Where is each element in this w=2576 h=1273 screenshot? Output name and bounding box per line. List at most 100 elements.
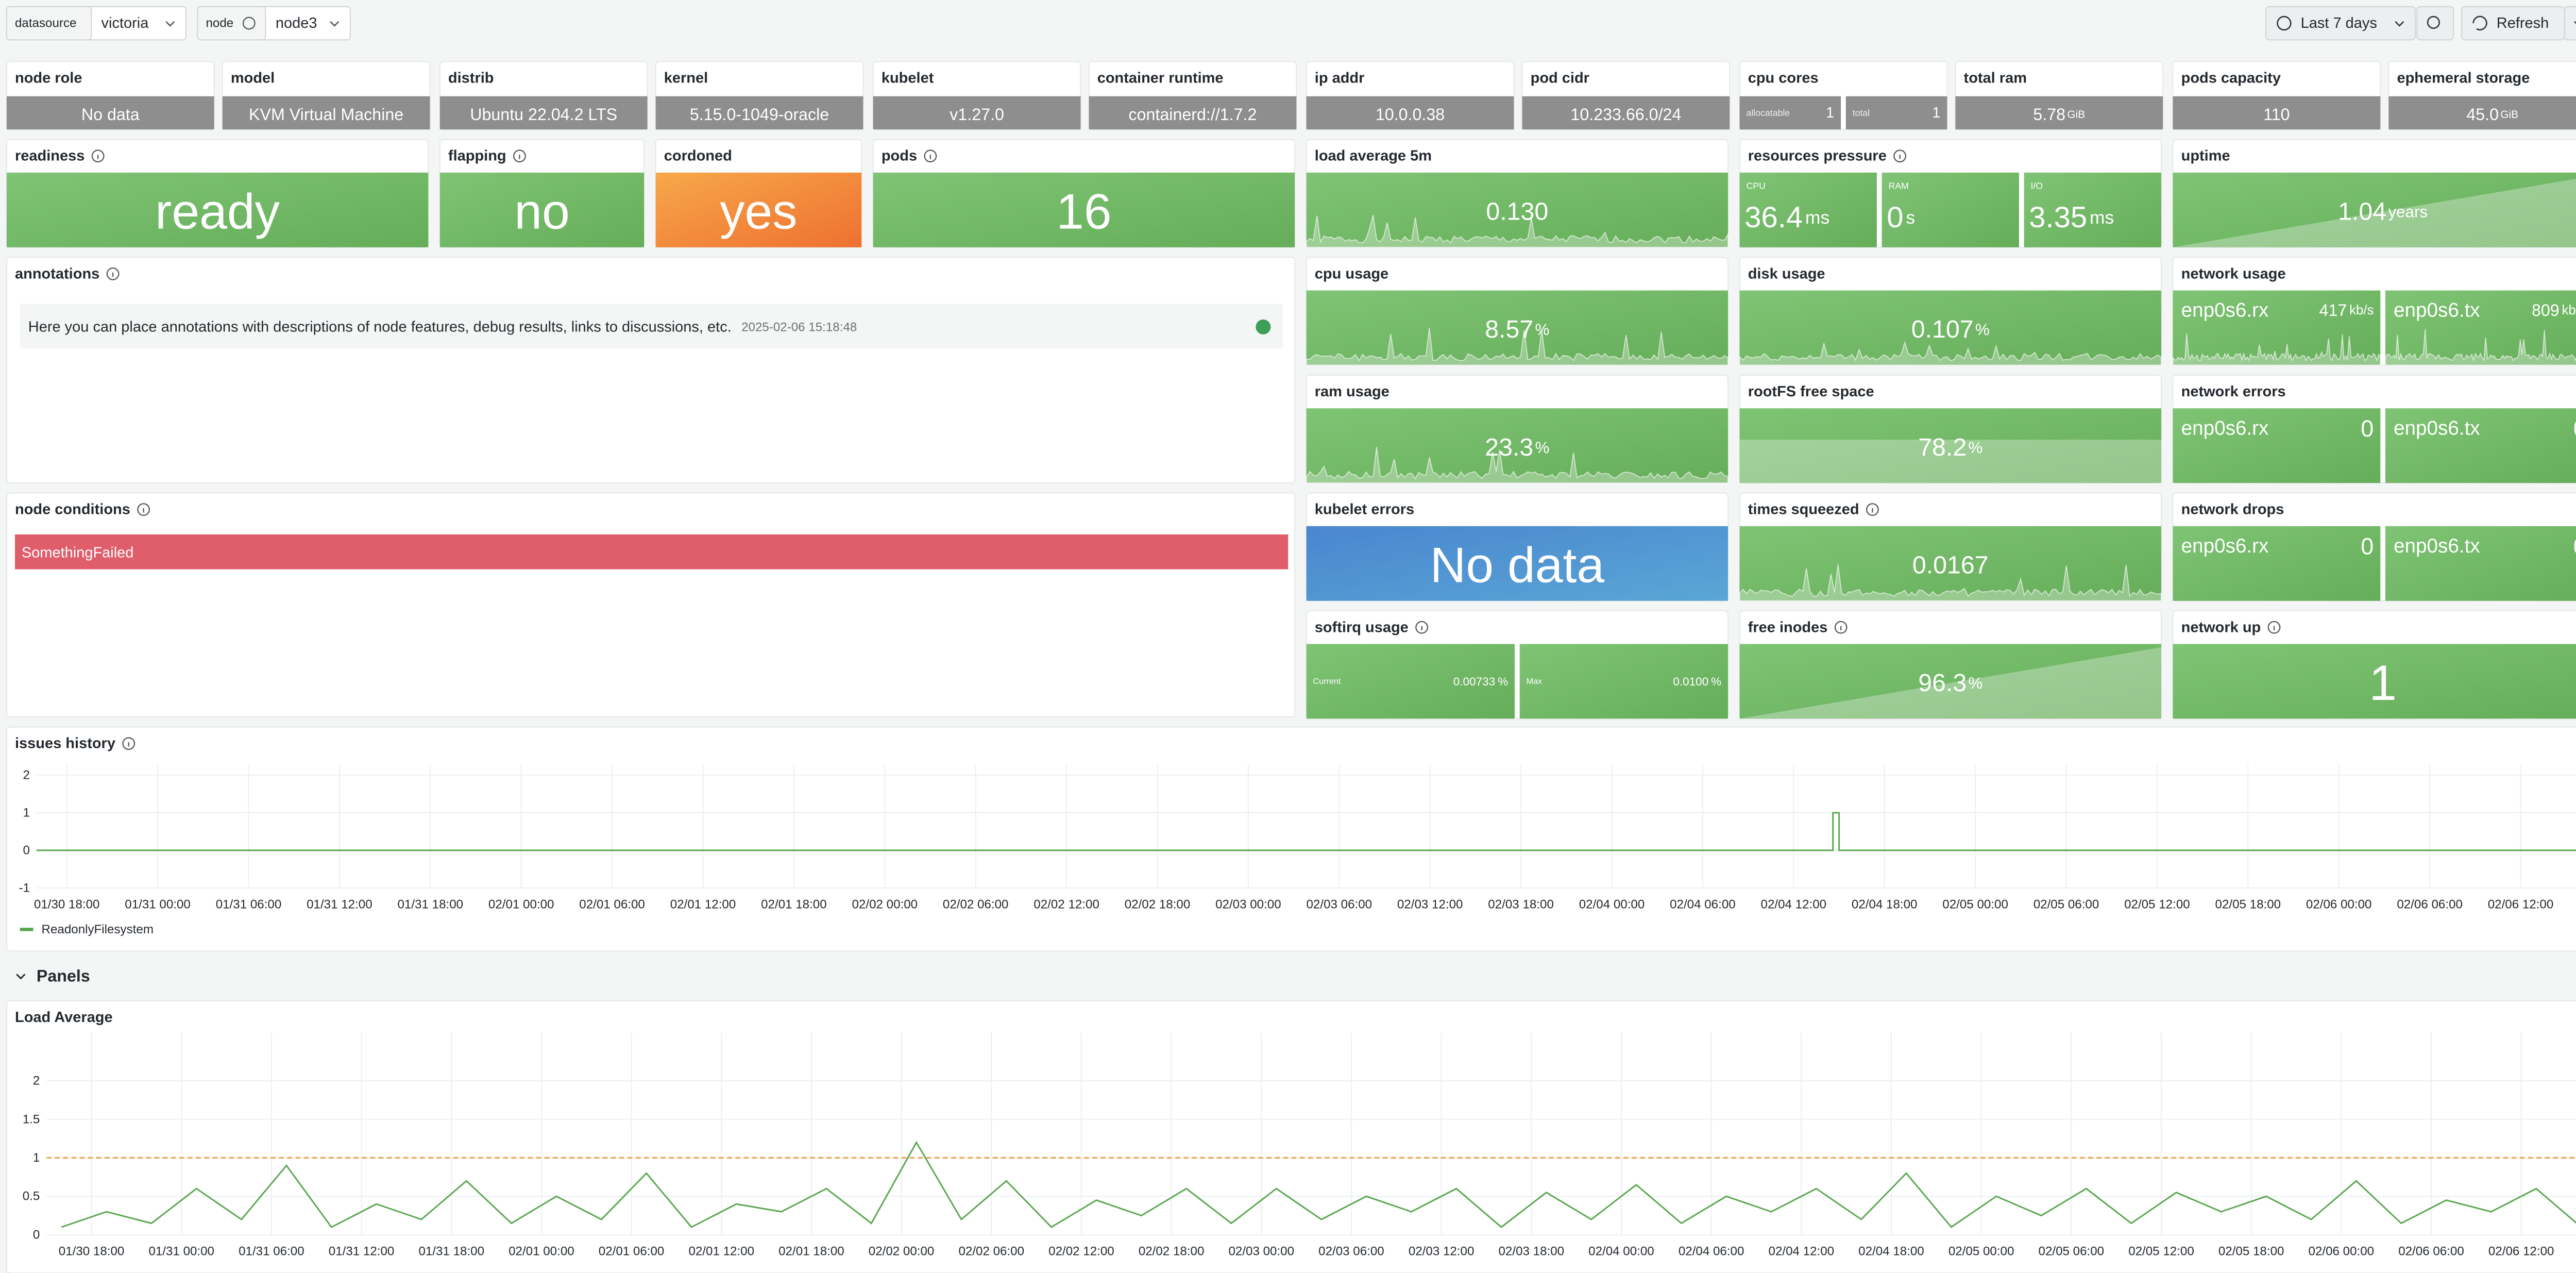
x-tick-label: 02/02 06:00 [958,1245,1024,1259]
stat-value: Ubuntu 22.04.2 LTS [470,105,617,124]
avatar [1256,319,1271,334]
panel [6,257,1296,484]
stat-background [873,172,1295,247]
stat-value: 0.107% [1911,315,1990,343]
unit: GiB [2500,109,2518,121]
panel-title: pod cidr [1531,70,1589,86]
stat-cell [2173,408,2381,483]
value: ready [155,184,280,239]
stat-background [655,96,863,130]
panel-title: kubelet [882,70,934,86]
info-icon [1893,149,1907,163]
stat-background [1739,644,2161,719]
x-tick-label: 02/01 18:00 [761,898,827,912]
stat-cell [2024,172,2161,247]
panel-title: load average 5m [1315,148,1432,164]
x-tick-label: 02/06 06:00 [2398,1245,2464,1259]
value: 5.15.0-1049-oracle [690,105,829,124]
value: 417 [2319,301,2347,320]
x-tick-label: 02/02 00:00 [852,898,918,912]
time-range-button[interactable] [2265,6,2416,41]
x-tick-label: 02/02 06:00 [943,898,1009,912]
info-icon [924,149,937,163]
unit: kb/s [2349,303,2374,317]
cell-label: allocatable [1746,108,1790,118]
sparkline [1739,340,2162,366]
x-tick-label: 01/31 12:00 [329,1245,395,1259]
x-tick-label: 01/31 06:00 [216,898,282,912]
panel-title: distrib [448,70,494,86]
x-tick-label: 02/05 06:00 [2039,1245,2105,1259]
stat-value: 1.04 years [2338,198,2428,226]
value: 10.0.0.38 [1376,105,1445,124]
value: 110 [2263,105,2290,124]
value: Ubuntu 22.04.2 LTS [470,105,617,124]
collapse-icon[interactable] [16,974,26,980]
panel-title: ip addr [1315,70,1365,86]
y-tick-label: 1 [33,1151,40,1165]
x-tick-label: 02/06 12:00 [2488,1245,2554,1259]
unit: % [1975,321,1990,339]
cell-label: enp0s6.rx [2181,417,2269,439]
panel [6,1000,2576,1273]
stat-background [222,96,430,130]
x-tick-label: 02/03 06:00 [1307,898,1372,912]
row-title[interactable]: Panels [37,967,90,985]
stat-value: 5.15.0-1049-oracle [690,105,829,124]
cell-label: CPU [1746,181,1765,191]
unit: ms [1805,207,1829,228]
x-tick-label: 02/04 18:00 [1858,1245,1924,1259]
chevron [2395,21,2404,27]
stat-value: 10.233.66.0/24 [1570,105,1681,124]
label: node [206,16,234,30]
stat-background [1306,96,1514,130]
cell-value: 0.00733% [1453,675,1508,688]
x-tick-label: 02/02 18:00 [1125,898,1191,912]
unit: % [1535,321,1550,339]
value: 1 [1826,105,1834,121]
stat-value: No data [81,105,140,124]
x-tick-label: 01/31 00:00 [148,1245,214,1259]
value: 0.0167 [1912,551,1989,579]
stat-value: ready [155,184,280,239]
cell-value: 1 [1826,105,1834,121]
stat-value: yes [720,184,797,239]
x-tick-label: 02/03 18:00 [1488,898,1554,912]
x-tick-label: 02/01 12:00 [688,1245,754,1259]
value: 0 [2573,533,2576,559]
value: 1 [1932,105,1940,121]
y-tick-label: 1 [23,806,30,819]
cell-value: 0 [2361,533,2374,559]
x-tick-label: 02/04 18:00 [1852,898,1918,912]
x-tick-label: 01/30 18:00 [34,898,100,912]
cell-value: 36.4 ms [1744,201,1829,234]
panel-title: uptime [2181,148,2230,164]
stat-cell [1845,96,1947,130]
panel-title: network drops [2181,501,2284,518]
value: 1.04 [2338,198,2386,226]
stat-cell [2385,290,2576,365]
value: 5.78 [2033,105,2065,124]
stat-background [873,96,1081,130]
unit: s [1906,207,1915,228]
annotation: Here you can place annotations with desc… [28,319,857,335]
sparkline [1306,328,1729,366]
stat-value: KVM Virtual Machine [249,105,403,124]
panel-title: softirq usage [1315,619,1409,635]
sparkline [1306,447,1729,484]
label-box [197,6,266,41]
info-icon [91,149,105,163]
x-tick-label: 02/03 06:00 [1318,1245,1384,1259]
value: no [514,184,570,239]
panel-title: cpu cores [1748,70,1819,86]
x-tick-label: 02/06 00:00 [2309,1245,2375,1259]
x-tick-label: 02/02 18:00 [1139,1245,1205,1259]
refresh-interval-button[interactable] [2564,6,2576,41]
stat-background [1739,408,2161,483]
zoom-out-button[interactable] [2416,6,2454,41]
x-tick-label: 02/03 00:00 [1228,1245,1294,1259]
value: 0 [2361,415,2374,441]
refresh: Refresh [2497,15,2549,31]
stat-value: 8.57% [1485,315,1549,343]
